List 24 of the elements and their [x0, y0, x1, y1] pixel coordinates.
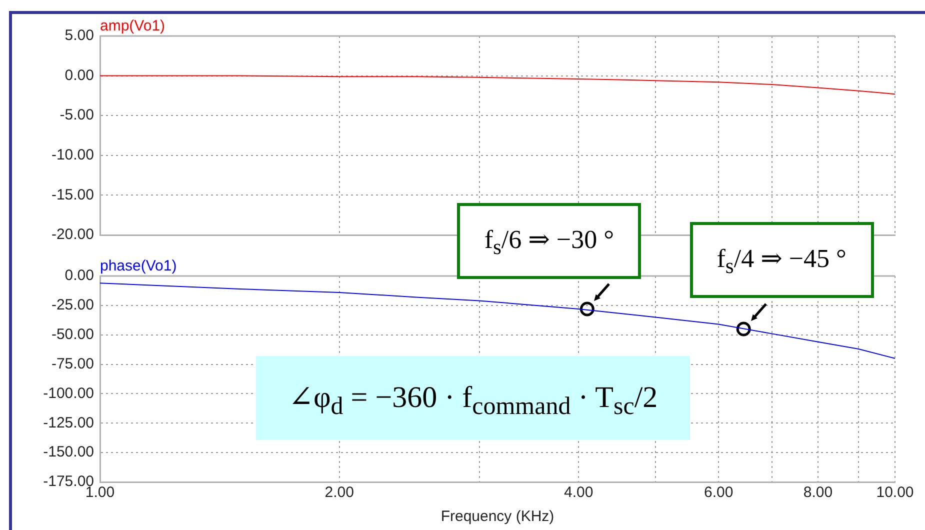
y-tick-label: -20.00 — [51, 226, 94, 244]
y-tick-label: 0.00 — [64, 267, 94, 284]
y-tick-label: -25.00 — [51, 296, 94, 314]
x-tick-label: 6.00 — [704, 484, 734, 502]
y-tick-label: -10.00 — [51, 146, 94, 164]
y-tick-label: 0.00 — [64, 66, 94, 84]
y-tick-label: -50.00 — [51, 326, 94, 343]
y-tick-label: -100.00 — [43, 384, 94, 402]
callout-box: f$_{s}$/4 ⇒ −45 ° — [690, 222, 874, 298]
shaded-box: ∠φ$_{d}$ = −360 · f$_{command}$ · T$_{sc}$/2 — [256, 356, 690, 440]
y-tick-label: -125.00 — [43, 414, 94, 432]
x-tick-label: 2.00 — [324, 484, 354, 502]
x-tick-label: 10.00 — [876, 484, 914, 502]
series-label: phase(Vo1) — [100, 258, 177, 275]
y-tick-label: -150.00 — [43, 444, 94, 461]
x-tick-label: 4.00 — [564, 484, 594, 502]
y-tick-label: -75.00 — [51, 355, 94, 372]
y-tick-label: 5.00 — [64, 27, 94, 44]
x-axis-title: Frequency (KHz) — [440, 508, 554, 526]
x-tick-label: 8.00 — [803, 484, 833, 502]
callout-box: f$_{s}$/6 ⇒ −30 ° — [457, 202, 642, 279]
y-tick-label: -5.00 — [60, 106, 94, 124]
y-tick-label: -15.00 — [51, 186, 94, 204]
text: amp(Vo1) — [100, 18, 166, 35]
